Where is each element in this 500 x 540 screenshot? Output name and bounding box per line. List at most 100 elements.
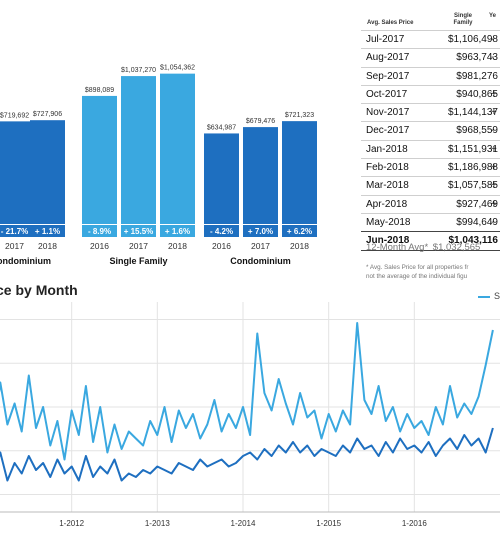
bar (204, 133, 239, 224)
table-row: Jul-2017 $1,106,498- (361, 30, 500, 48)
bar (282, 121, 317, 224)
bar (243, 127, 278, 224)
row-change: + (491, 180, 497, 192)
table-row: Aug-2017 $963,743- (361, 48, 500, 66)
year-label: 2017 (5, 241, 24, 251)
bar (0, 121, 32, 224)
row-month: May-2018 (366, 216, 411, 228)
year-label: 2018 (290, 241, 309, 251)
bar-value-label: $1,037,270 (121, 67, 156, 74)
change-cell (282, 225, 317, 237)
panel-title: Single Family (109, 256, 167, 266)
row-month: Aug-2017 (366, 52, 410, 64)
bar-charts: $719,692 - 21.7% 2017 $727,906 + 1.1% 2018 ond… (0, 65, 317, 266)
row-month: Apr-2018 (366, 198, 408, 210)
bar-value-label: $721,323 (285, 112, 314, 119)
table-row: Nov-2017 $1,144,137 + (361, 103, 500, 121)
row-price: $1,057,585 (447, 180, 498, 192)
row-month: Feb-2018 (366, 162, 409, 174)
line-chart-legend: S (478, 291, 500, 301)
change-label: - 21.7% (1, 227, 29, 236)
change-label: - 8.9% (88, 227, 111, 236)
change-cell (243, 225, 278, 237)
avg-value: $1,032,565 (432, 242, 481, 253)
year-label: 2016 (90, 241, 109, 251)
change-label: + 1.6% (165, 227, 190, 236)
change-cell (204, 225, 239, 237)
table-row: Jun-2018 $1,043,116 (361, 231, 500, 251)
row-price: $1,043,116 (448, 235, 499, 247)
avg-label: 12-Month Avg* (366, 242, 429, 253)
twelve-month-average: 12-Month Avg* $1,032,565 (366, 242, 480, 253)
year-label: 2017 (129, 241, 148, 251)
row-price: $963,743 (456, 52, 498, 64)
row-month: Jun-2018 (366, 235, 410, 247)
row-change: + (491, 88, 497, 100)
row-month: Oct-2017 (366, 88, 408, 100)
table-header-price: Single Family (453, 13, 473, 26)
table-row: Feb-2018 $1,186,988 + (361, 158, 500, 176)
bar-value-label: $634,987 (207, 124, 236, 131)
change-cell (160, 225, 195, 237)
bar-value-label: $719,692 (0, 112, 29, 119)
table-row: Dec-2017 $968,559- (361, 121, 500, 139)
bar (160, 73, 195, 224)
row-change: + (491, 107, 497, 119)
row-month: Dec-2017 (366, 125, 410, 137)
table-header-month: Avg. Sales Price (367, 20, 414, 26)
table-row: Mar-2018 $1,057,585 + (361, 176, 500, 194)
change-label: + 15.5% (124, 227, 154, 236)
bar-value-label: $898,089 (85, 87, 114, 94)
row-price: $1,106,498 (447, 34, 498, 45)
change-cell (82, 225, 117, 237)
row-change: - (491, 34, 495, 45)
change-cell (30, 225, 65, 237)
bar-value-label: $727,906 (33, 111, 62, 118)
row-price: $994,649 (456, 216, 498, 228)
year-label: 2018 (168, 241, 187, 251)
x-tick-label: 1-2015 (316, 519, 341, 528)
year-label: 2016 (212, 241, 231, 251)
change-label: + 6.2% (287, 227, 312, 236)
row-month: Jan-2018 (366, 143, 408, 155)
line-chart-title: ce by Month (0, 282, 78, 298)
bar-value-label: $679,476 (246, 118, 275, 125)
bar (121, 76, 156, 224)
change-label: - 4.2% (210, 227, 233, 236)
series-line (0, 427, 494, 482)
row-price: $981,276 (456, 70, 498, 82)
row-month: Nov-2017 (366, 107, 410, 119)
x-tick-label: 1-2013 (145, 519, 170, 528)
row-month: Mar-2018 (366, 180, 409, 192)
row-price: $1,186,988 (447, 162, 498, 174)
x-tick-label: 1-2014 (231, 519, 256, 528)
row-change: + (491, 143, 497, 155)
series-line (0, 322, 494, 461)
change-label: + 1.1% (35, 227, 60, 236)
table-row: Jan-2018 $1,151,931 + (361, 139, 500, 158)
table-row: Apr-2018 $927,469 + (361, 194, 500, 213)
row-change: + (491, 198, 497, 210)
row-price: $1,151,931 (447, 143, 498, 155)
table-row: Sep-2017 $981,276 (361, 66, 500, 85)
change-cell (0, 225, 32, 237)
panel-title: Condominium (230, 256, 291, 266)
row-price: $968,559 (456, 125, 498, 137)
table-header: Avg. Sales Price Single Family Ye (361, 8, 500, 30)
row-month: Jul-2017 (366, 34, 405, 45)
footnote-line-1: * Avg. Sales Price for all properties fr (366, 264, 469, 271)
row-price: $940,865 (456, 88, 498, 100)
bar-value-label: $1,054,362 (160, 65, 195, 72)
table-row: May-2018 $994,649- (361, 212, 500, 231)
row-change: - (491, 125, 495, 137)
row-price: $927,469 (456, 198, 498, 210)
legend-label: S (494, 291, 500, 301)
table-row: Oct-2017 $940,865 + (361, 84, 500, 103)
row-change: - (491, 52, 495, 64)
price-table: Avg. Sales Price Single Family Ye Jul-20… (361, 8, 500, 251)
change-cell (121, 225, 156, 237)
row-change: - (491, 216, 495, 228)
x-tick-label: 1-2016 (402, 519, 427, 528)
year-label: 2018 (38, 241, 57, 251)
